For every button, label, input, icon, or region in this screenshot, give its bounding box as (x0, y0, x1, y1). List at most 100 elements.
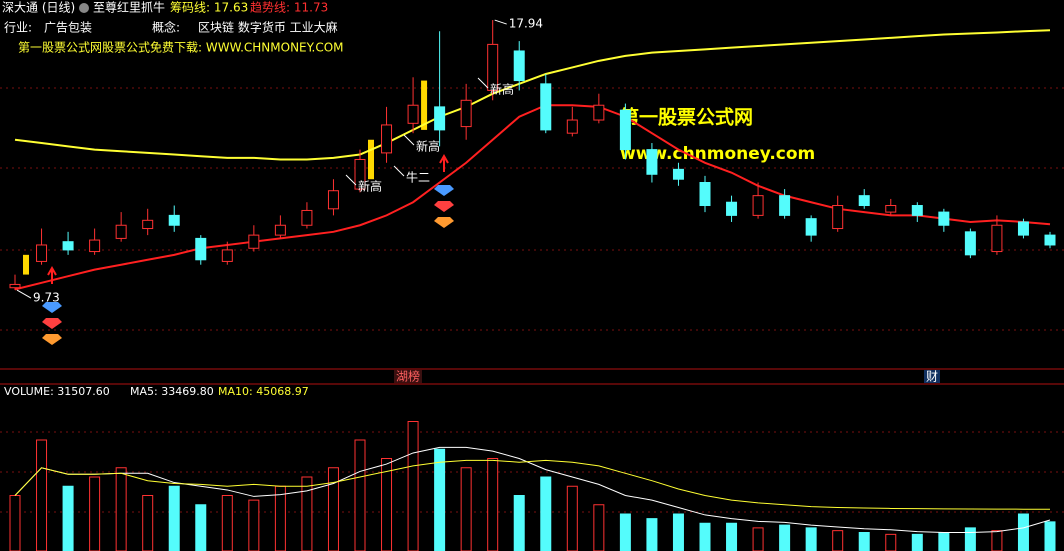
candle-body (752, 195, 764, 216)
volume-bar (885, 533, 897, 551)
candle-body (327, 190, 339, 210)
trend-line-label: 趋势线: 11.73 (250, 1, 328, 15)
candle-body (540, 83, 552, 131)
volume-bar (274, 485, 286, 551)
candle-body (381, 124, 393, 154)
candle-body (1017, 221, 1029, 236)
volume-bar (593, 504, 605, 551)
gem (434, 201, 454, 212)
candle-body (699, 182, 711, 207)
concept-label: 概念: (152, 20, 180, 35)
high-label: 17.94 (509, 17, 543, 31)
candle-body (1044, 234, 1056, 246)
annotation: 新高 (358, 179, 382, 194)
volume-label: VOLUME: 31507.60 (4, 385, 110, 398)
candle-body (938, 211, 950, 226)
volume-bar (805, 527, 817, 551)
watermark: www.chnmoney.com (620, 144, 815, 164)
candle-body (832, 205, 844, 230)
candle-body (434, 106, 446, 131)
candle-body (858, 195, 870, 207)
gem (42, 318, 62, 329)
buy-arrow (439, 153, 449, 172)
industry: 广告包装 (44, 21, 92, 35)
volume-bar (938, 532, 950, 551)
candle-body (964, 231, 976, 256)
ma5-label: MA5: 33469.80 (130, 385, 214, 398)
candle-body (566, 119, 578, 134)
volume-bar (168, 485, 180, 551)
candle-body (460, 99, 472, 128)
grid (0, 87, 1064, 513)
annotation: 新高 (416, 139, 440, 154)
gem (42, 334, 62, 345)
candle-body (62, 241, 74, 251)
candle-body (619, 109, 631, 151)
signal-bar (368, 139, 374, 180)
candle-body (115, 224, 127, 239)
dropdown-icon[interactable] (79, 3, 89, 13)
volume-bar (513, 495, 525, 551)
volume-bar (89, 476, 101, 551)
candle-body (991, 224, 1003, 253)
annotation: 新高 (490, 82, 514, 97)
ma10-label: MA10: 45068.97 (218, 385, 309, 398)
candle-body (779, 195, 791, 216)
candle-body (805, 218, 817, 236)
signal-bar (23, 254, 29, 275)
candle-body (911, 205, 923, 216)
concepts: 区块链 数字货币 工业大麻 (198, 20, 338, 35)
marker-box (924, 370, 940, 383)
candle-body (593, 104, 605, 121)
marker: 财 (926, 370, 938, 384)
candle-body (195, 237, 207, 261)
volume-bar (115, 467, 127, 551)
marker-box (394, 370, 422, 383)
volume-bar (301, 476, 313, 551)
watermark: 第一股票公式网 (620, 106, 753, 129)
volume-bar (460, 467, 472, 551)
volume-bar (964, 527, 976, 551)
volume-ma10 (14, 459, 1051, 510)
volume-bar (752, 527, 764, 551)
signal-bar (421, 80, 428, 130)
volume-bar (779, 524, 791, 551)
candle-body (726, 201, 738, 216)
volume-bar (221, 495, 233, 551)
volume-bar (1017, 513, 1029, 551)
industry-label: 行业: (4, 21, 32, 35)
candle-body (221, 249, 233, 262)
volume-bar (566, 485, 578, 551)
annotation: 牛二 (406, 170, 430, 185)
volume-bar (991, 530, 1003, 551)
volume-bar (911, 533, 923, 551)
gem (42, 302, 62, 313)
candle-body (9, 283, 21, 289)
volume-bar (354, 439, 366, 551)
candle-body (885, 205, 897, 213)
indicator-line (14, 104, 1051, 291)
volume-bar (832, 530, 844, 551)
volume-bar (726, 522, 738, 551)
candle-body (407, 104, 419, 124)
gem-icons (42, 185, 454, 345)
candle-body (274, 224, 286, 236)
stock-name: 深大通 (日线) (2, 1, 75, 15)
volume-bar (646, 518, 658, 551)
annotation-pointer (477, 77, 489, 89)
volume-bar (540, 476, 552, 551)
volume-bar (699, 522, 711, 551)
annotation-pointer (393, 165, 405, 177)
volume-bar (195, 504, 207, 551)
indicator-name: 至尊红里抓牛 (93, 0, 165, 15)
volume-bar (327, 467, 339, 551)
volume-bar (381, 458, 393, 551)
promo: 第一股票公式网股票公式免费下载: WWW.CHNMONEY.COM (18, 40, 344, 55)
candle-body (301, 209, 313, 226)
volume-bar (619, 513, 631, 551)
candle-body (36, 244, 48, 262)
annotation-pointer (403, 134, 415, 146)
volume-bar (672, 513, 684, 551)
volume-bar (487, 458, 499, 551)
volume-bar (434, 448, 446, 551)
